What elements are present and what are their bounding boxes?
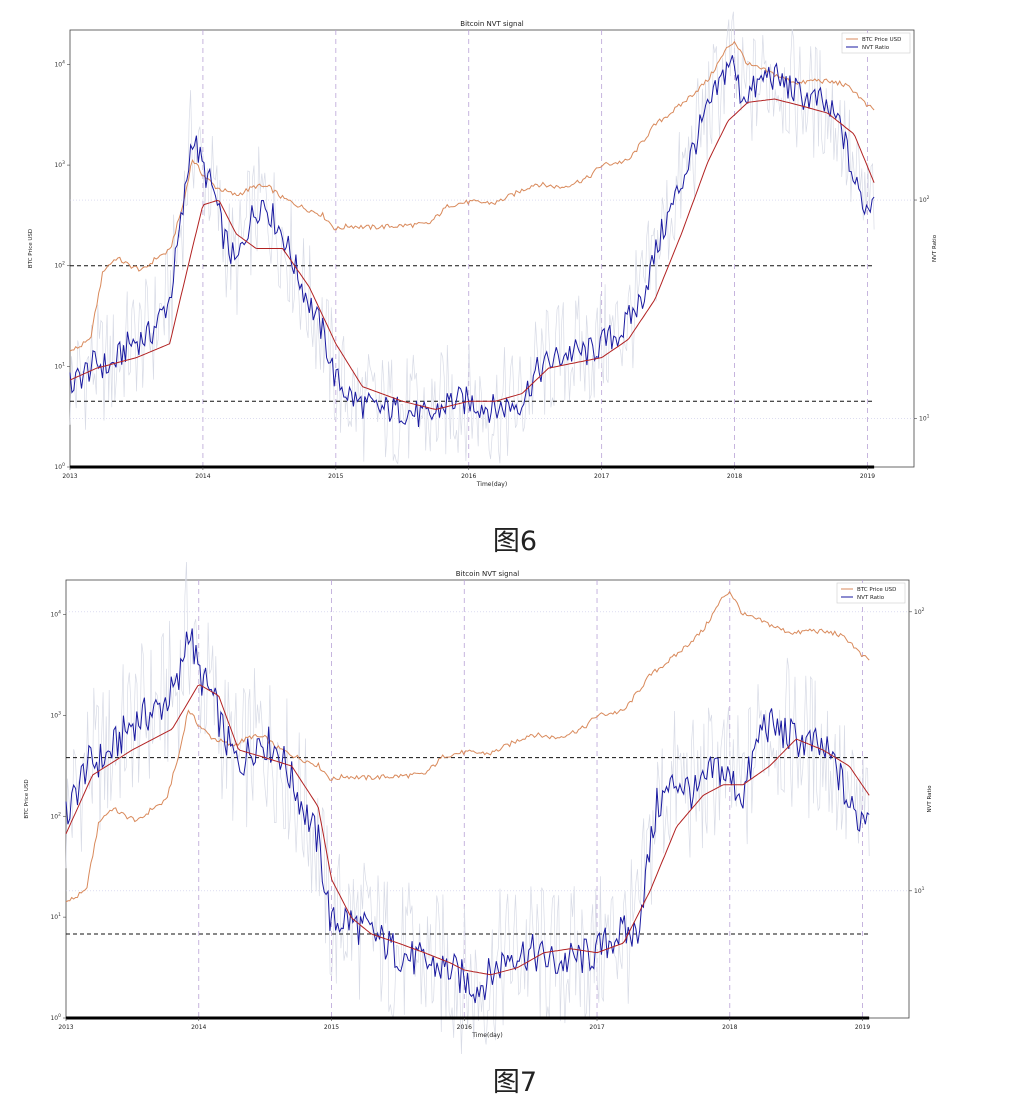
- legend-box: [836, 582, 906, 604]
- btc-price-line: [65, 590, 870, 903]
- y-right-tick-label: 101: [919, 414, 930, 423]
- chart-nvt-signal-fig6: Bitcoin NVT signal 2013 2014 2015 2016 2017 20…: [28, 11, 938, 488]
- y-left-axis-label: BTC Price USD: [24, 779, 30, 818]
- x-axis-label: Time(day): [471, 1032, 502, 1039]
- figure-caption-6: 图6: [492, 526, 538, 557]
- x-tick-label: 2013: [58, 1024, 73, 1031]
- x-tick-label: 2014: [191, 1024, 206, 1031]
- y-left-tick-label: 100: [50, 1013, 61, 1022]
- chart-nvt-signal-fig7: Bitcoin NVT signal 2013 2014 2015 2016 2017 20…: [24, 562, 933, 1055]
- y-left-axis-label: BTC Price USD: [28, 229, 34, 268]
- x-tick-label: 2015: [324, 1024, 339, 1031]
- y-left-tick-label: 104: [50, 610, 61, 619]
- y-left-tick-label: 101: [54, 361, 65, 370]
- y-right-axis-label: NVT Ratio: [927, 785, 933, 813]
- btc-price-line: [69, 40, 875, 352]
- y-left-tick-label: 103: [54, 160, 65, 169]
- chart-title: Bitcoin NVT signal: [460, 20, 524, 28]
- x-tick-label: 2016: [461, 473, 476, 480]
- x-axis-label: Time(day): [476, 481, 507, 488]
- y-left-tick-label: 102: [54, 261, 65, 270]
- x-tick-label: 2018: [722, 1024, 737, 1031]
- y-left-tick-label: 100: [54, 462, 65, 471]
- y-left-tick-label: 101: [50, 912, 61, 921]
- plot-area: [65, 579, 910, 1019]
- x-tick-label: 2014: [195, 473, 210, 480]
- nvt-ratio-line: [65, 628, 870, 1004]
- y-left-tick-label: 103: [50, 710, 61, 719]
- figure-caption-7: 图7: [492, 1067, 538, 1098]
- x-tick-label: 2019: [860, 473, 875, 480]
- y-right-tick-label: 102: [919, 195, 930, 204]
- x-tick-label: 2018: [727, 473, 742, 480]
- y-right-tick-label: 102: [914, 607, 925, 616]
- x-tick-label: 2016: [457, 1024, 472, 1031]
- y-right-tick-label: 101: [914, 886, 925, 895]
- x-tick-label: 2019: [855, 1024, 870, 1031]
- legend-price-label: BTC Price USD: [862, 37, 901, 43]
- legend-nvt-label: NVT Ratio: [857, 595, 885, 601]
- y-left-tick-label: 104: [54, 59, 65, 68]
- chart-title: Bitcoin NVT signal: [456, 570, 520, 578]
- y-right-axis-label: NVT Ratio: [932, 234, 938, 262]
- nvt-ratio-line: [69, 55, 875, 427]
- legend-box: [841, 32, 911, 54]
- nvt-moving-average-line: [69, 98, 875, 410]
- nvt-moving-average-line: [65, 684, 870, 976]
- legend-price-label: BTC Price USD: [857, 587, 896, 593]
- legend-nvt-label: NVT Ratio: [862, 45, 890, 51]
- x-tick-label: 2017: [594, 473, 609, 480]
- x-tick-label: 2017: [589, 1024, 604, 1031]
- x-tick-label: 2015: [328, 473, 343, 480]
- y-left-tick-label: 102: [50, 811, 61, 820]
- x-tick-label: 2013: [62, 473, 77, 480]
